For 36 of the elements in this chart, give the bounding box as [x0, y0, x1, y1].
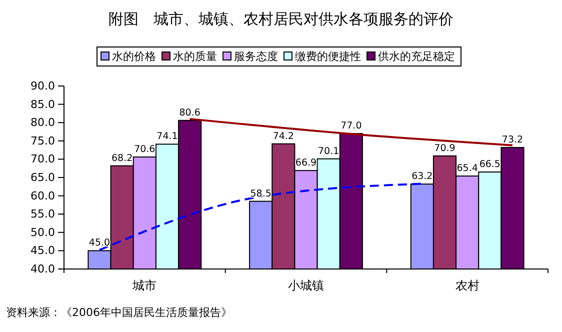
data-label: 70.9 — [434, 142, 456, 154]
y-tick-label: 50.0 — [30, 226, 55, 239]
y-tick-label: 60.0 — [30, 189, 55, 202]
data-label: 80.6 — [179, 107, 200, 118]
data-label: 58.5 — [250, 188, 272, 200]
y-tick-label: 75.0 — [30, 134, 55, 148]
y-tick-label: 70.0 — [30, 152, 55, 166]
y-tick-label: 40.0 — [30, 262, 55, 276]
data-label: 74.2 — [272, 130, 294, 142]
y-tick-label: 85.0 — [30, 98, 55, 111]
data-label: 77.0 — [340, 120, 362, 132]
y-tick-label: 90.0 — [30, 80, 55, 93]
legend-label: 缴费的便捷性 — [295, 50, 361, 63]
y-tick-label: 55.0 — [30, 208, 55, 221]
y-tick-label: 45.0 — [30, 244, 55, 258]
y-tick-label: 65.0 — [30, 171, 55, 184]
x-tick-label: 城市 — [132, 278, 157, 293]
data-label: 70.6 — [134, 144, 156, 156]
data-label: 63.2 — [412, 171, 433, 182]
data-label: 45.0 — [88, 238, 110, 249]
data-label: 66.5 — [479, 159, 500, 170]
y-tick-label: 80.0 — [30, 116, 55, 130]
x-tick-label: 小城镇 — [288, 278, 324, 293]
data-label: 74.1 — [156, 131, 178, 142]
legend-label: 供水的充足稳定 — [378, 50, 455, 63]
text: 资料来源：《2006年中国居民生活质量报告》 — [6, 306, 232, 319]
legend-label: 服务态度 — [234, 50, 278, 63]
data-label: 73.2 — [502, 134, 524, 146]
x-tick-label: 农村 — [455, 278, 480, 293]
data-label: 68.2 — [112, 152, 133, 164]
data-label: 65.4 — [456, 163, 478, 174]
chart-title: 附图 城市、城镇、农村居民对供水各项服务的评价 — [108, 10, 454, 28]
legend-label: 水的质量 — [173, 50, 217, 63]
data-label: 66.9 — [295, 158, 317, 169]
data-label: 70.1 — [318, 146, 340, 157]
legend-label: 水的价格 — [112, 50, 156, 63]
